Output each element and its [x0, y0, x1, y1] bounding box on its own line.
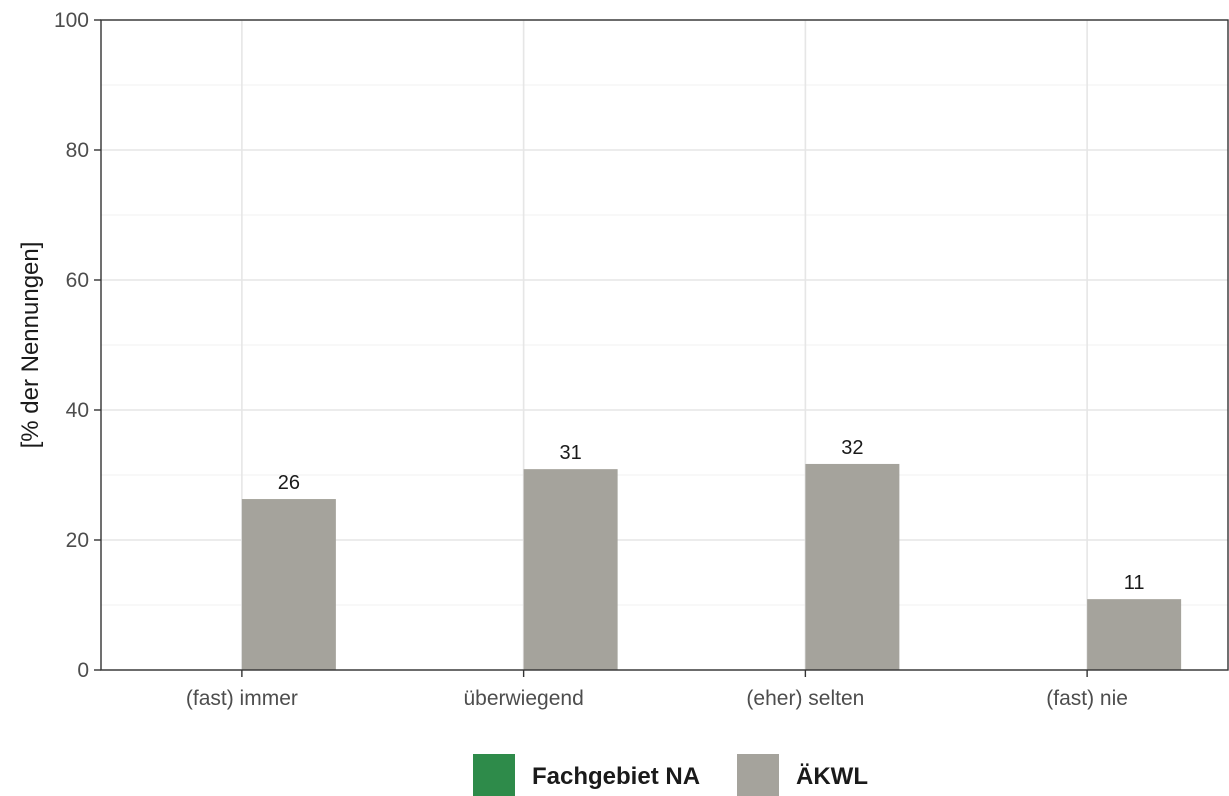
x-tick-label: (fast) nie — [1046, 687, 1128, 710]
data-label: 31 — [560, 442, 582, 464]
y-tick-label: 0 — [77, 659, 89, 682]
legend: Fachgebiet NA ÄKWL — [473, 754, 868, 796]
legend-key — [737, 754, 779, 796]
x-axis-ticks: (fast) immer überwiegend (eher) selten (fas… — [186, 670, 1128, 710]
data-label: 26 — [278, 472, 300, 494]
plot-axes — [100, 19, 1229, 671]
y-tick-label: 80 — [66, 139, 89, 162]
x-tick-label: überwiegend — [463, 687, 583, 710]
y-axis-title: [% der Nennungen] — [17, 242, 44, 449]
x-tick-label: (eher) selten — [746, 687, 864, 710]
bar — [241, 499, 336, 670]
y-axis-ticks: 0 20 40 60 80 100 — [54, 9, 101, 682]
y-tick-label: 20 — [66, 529, 89, 552]
data-label: 11 — [1124, 572, 1145, 594]
bar — [523, 469, 618, 670]
legend-key — [473, 754, 515, 796]
x-tick-label: (fast) immer — [186, 687, 298, 710]
legend-label: Fachgebiet NA — [532, 763, 700, 790]
data-label: 32 — [841, 437, 863, 459]
plot-data-labels: 26 31 32 11 — [278, 437, 1145, 594]
y-tick-label: 100 — [54, 9, 89, 32]
legend-label: ÄKWL — [796, 763, 868, 790]
plot-panel-border — [100, 19, 1229, 671]
plot-bars — [241, 463, 1182, 670]
bar — [1087, 599, 1182, 670]
y-tick-label: 40 — [66, 399, 89, 422]
y-tick-label: 60 — [66, 269, 89, 292]
bar — [805, 463, 900, 670]
